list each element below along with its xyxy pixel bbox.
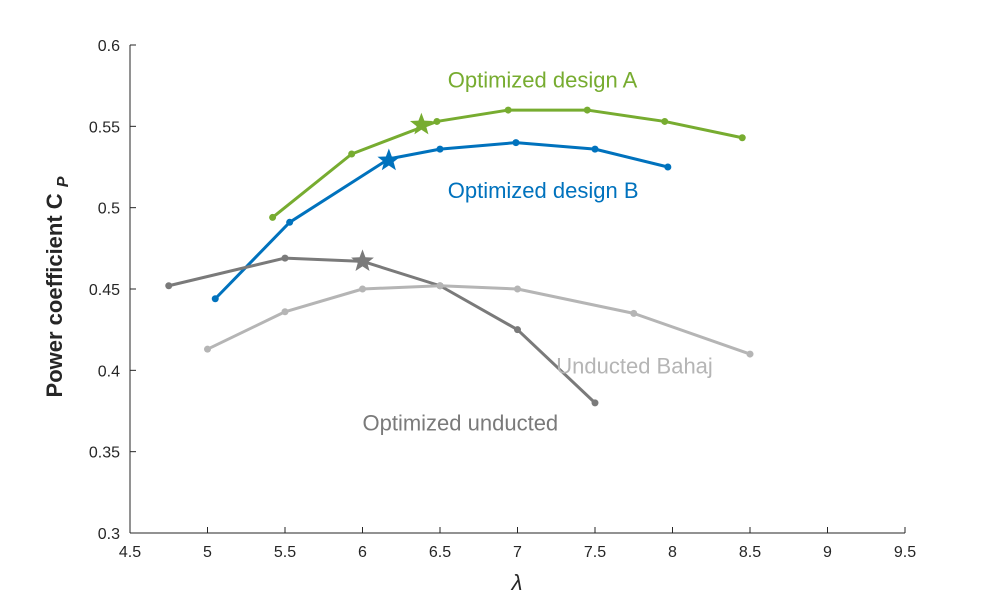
x-tick-label: 9 (823, 544, 832, 561)
x-tick-label: 6 (358, 544, 367, 561)
annotation-unducted-bahaj: Unducted Bahaj (556, 354, 713, 379)
x-tick-label: 4.5 (119, 544, 141, 561)
series-group (165, 106, 754, 407)
optimum-star-optimized-design-b (377, 148, 401, 171)
x-tick-label: 5.5 (274, 544, 296, 561)
x-tick-label: 8 (668, 544, 677, 561)
data-point-optimized-unducted (514, 326, 521, 334)
y-tick-label: 0.3 (98, 526, 120, 543)
data-point-optimized-design-b (664, 163, 672, 171)
series-line-optimized-unducted (168, 256, 597, 404)
data-point-unducted-bahaj (204, 345, 211, 353)
data-point-unducted-bahaj (514, 285, 521, 293)
series-line-optimized-design-b (214, 141, 669, 300)
data-point-optimized-design-a (583, 106, 591, 114)
data-point-optimized-design-b (512, 139, 520, 147)
data-point-optimized-design-b (211, 295, 219, 303)
y-axis-label-main: Power coefficient C (42, 193, 67, 397)
x-tick-label: 5 (203, 544, 212, 561)
data-point-optimized-design-b (286, 218, 294, 226)
y-tick-label: 0.6 (98, 38, 120, 55)
data-point-optimized-design-b (591, 145, 599, 153)
x-tick-label: 8.5 (739, 544, 761, 561)
data-point-unducted-bahaj (746, 350, 754, 358)
data-point-unducted-bahaj (281, 308, 289, 316)
y-tick-label: 0.5 (98, 201, 120, 218)
y-axis-label: Power coefficient C P (42, 176, 72, 397)
data-point-optimized-design-a (504, 106, 512, 114)
annotation-optimized-unducted: Optimized unducted (363, 411, 559, 436)
y-tick-label: 0.35 (89, 445, 120, 462)
x-tick-label: 7.5 (584, 544, 606, 561)
annotations-group: Optimized design A Optimized design B Undu… (363, 67, 713, 435)
series-line-unducted-bahaj (206, 284, 751, 356)
x-tick-label: 9.5 (894, 544, 916, 561)
data-point-optimized-unducted (281, 254, 289, 262)
y-axis-label-subscript: P (55, 176, 72, 187)
x-tick-label: 7 (513, 544, 522, 561)
x-tick-label: 6.5 (429, 544, 451, 561)
x-axis-label: λ (511, 570, 523, 595)
annotation-optimized-design-a: Optimized design A (448, 67, 638, 92)
axes: 4.5 5 5.5 6 6.5 7 7.5 8 8.5 9 9.5 0.3 0.35 0.4 0.45 0.5… (89, 38, 916, 561)
y-tick-label: 0.45 (89, 282, 120, 299)
data-point-unducted-bahaj (630, 309, 638, 317)
data-point-optimized-design-a (433, 117, 441, 125)
data-point-optimized-design-a (661, 117, 669, 125)
data-point-optimized-unducted (165, 282, 173, 290)
optimum-star-optimized-design-a (409, 112, 433, 135)
data-point-unducted-bahaj (359, 285, 366, 293)
y-tick-label: 0.4 (98, 363, 120, 380)
data-point-optimized-design-a (738, 134, 746, 142)
data-point-optimized-unducted (591, 399, 599, 407)
data-point-unducted-bahaj (436, 282, 444, 290)
data-point-optimized-design-b (436, 145, 444, 153)
data-point-optimized-design-a (269, 213, 277, 221)
annotation-optimized-design-b: Optimized design B (448, 178, 639, 203)
y-tick-label: 0.55 (89, 119, 120, 136)
optimum-star-optimized-unducted (351, 249, 374, 272)
data-point-optimized-design-a (348, 150, 356, 158)
